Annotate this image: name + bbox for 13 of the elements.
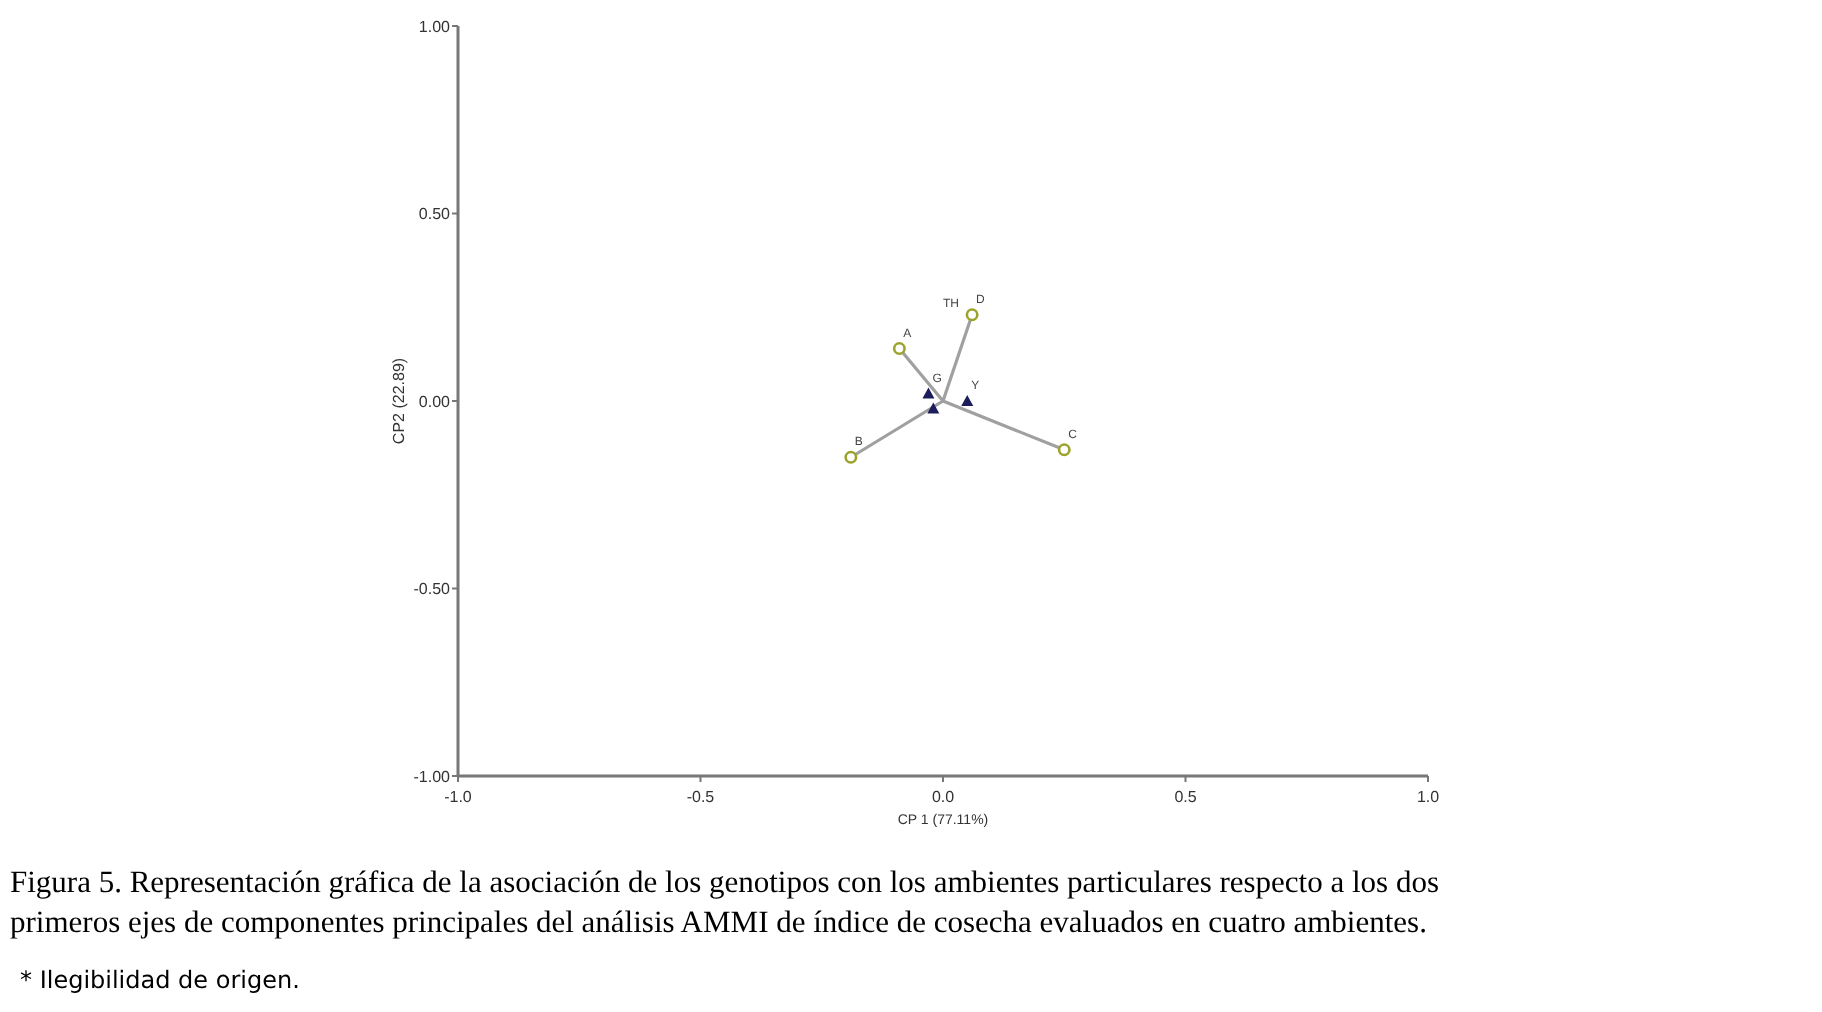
y-tick-label: 0.00 [418,392,452,411]
y-tick-label: -0.50 [413,580,452,599]
y-tick-label: -1.00 [413,767,452,786]
x-tick-label: 0.5 [1174,788,1198,806]
y-tick-label: 0.50 [418,205,452,224]
text: * Ilegibilidad de origen. [20,966,300,994]
y-axis-title: CP2 (22.89) [390,357,408,445]
y-tick-label: 1.00 [418,17,452,36]
x-tick-label: 0.0 [931,788,956,806]
text: Figura 5. Representación gráfica de la asociación de los genotipos con los ambientes particulares respecto a los dos primeros ejes de componentes principales del análisis AMMI de índice de cosecha evaluados en cuatro ambientes. [10,866,1439,940]
x-tick-label: -0.5 [686,788,716,806]
x-tick-label: 1.0 [1416,788,1441,806]
x-tick-label: -1.0 [444,788,473,806]
